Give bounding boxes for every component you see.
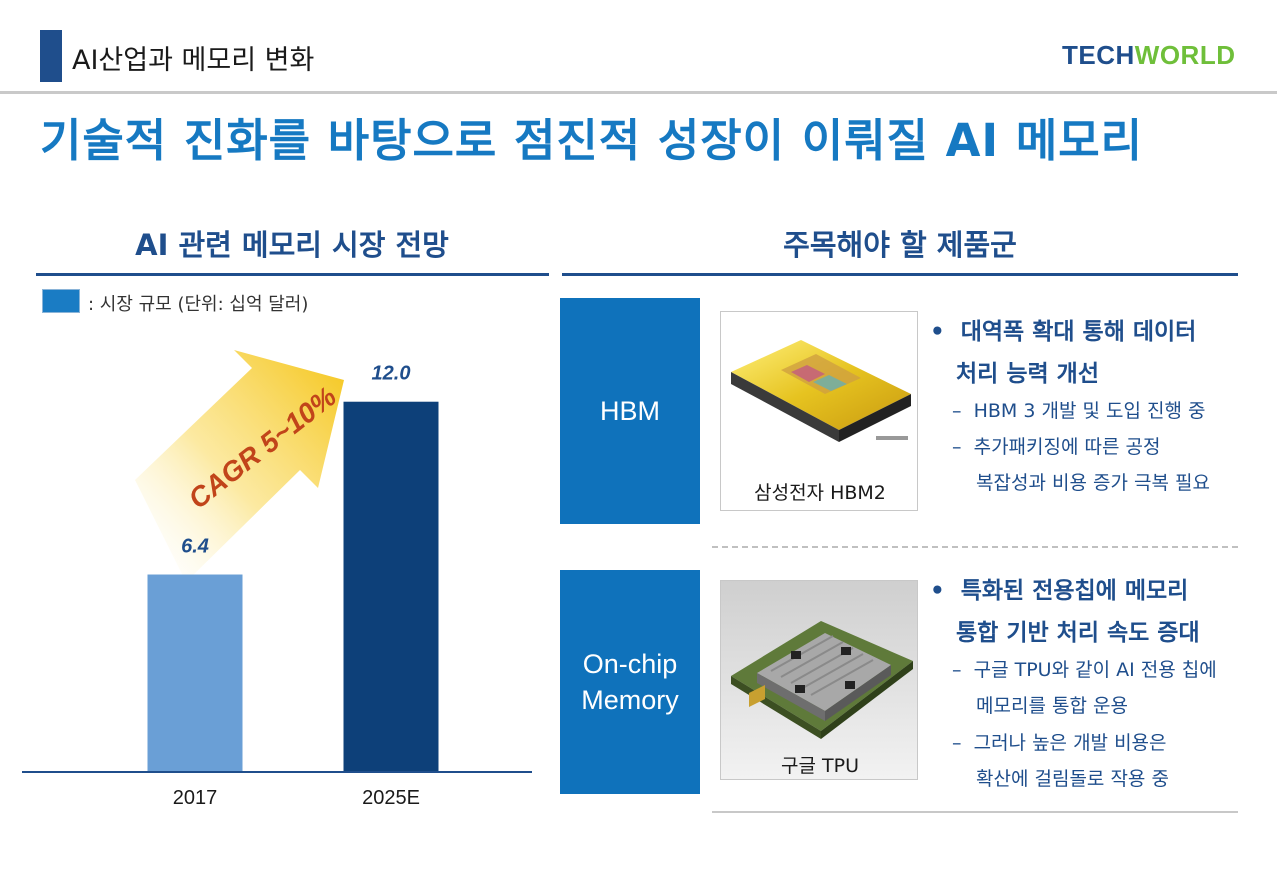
- bar-2025E: [343, 401, 439, 772]
- products-rule: [562, 273, 1238, 276]
- category-onchip-line-2: Memory: [581, 685, 679, 715]
- category-hbm: HBM: [560, 298, 700, 524]
- bottom-divider: [712, 811, 1238, 813]
- hbm-bullet: • 대역폭 확대 통해 데이터 처리 능력 개선: [930, 311, 1196, 395]
- page-title: 기술적 진화를 바탕으로 점진적 성장이 이뤄질 AI 메모리: [40, 114, 1144, 167]
- products-title: 주목해야 할 제품군: [783, 228, 1017, 262]
- section-separator: [712, 546, 1238, 548]
- category-hbm-label: HBM: [600, 396, 660, 426]
- techworld-logo[interactable]: TECHWORLD: [1062, 40, 1235, 71]
- onchip-sub-item-1: – 구글 TPU와 같이 AI 전용 칩에 메모리를 통합 운용: [952, 659, 1217, 717]
- logo-tech-text: TECH: [1062, 40, 1135, 70]
- category-onchip-line-1: On-chip: [582, 649, 678, 679]
- tpu-caption: 구글 TPU: [781, 755, 859, 777]
- hbm-sub-item-2: – 추가패키징에 따른 공정 복잡성과 비용 증가 극복 필요: [952, 436, 1210, 494]
- category-onchip-memory: On-chip Memory: [560, 570, 700, 794]
- hbm2-image: 삼성전자 HBM2: [720, 311, 918, 511]
- legend-swatch: [42, 289, 80, 313]
- hbm-sub-item-1: – HBM 3 개발 및 도입 진행 중: [952, 400, 1206, 422]
- legend-label: : 시장 규모 (단위: 십억 달러): [88, 294, 309, 315]
- header-divider: [0, 91, 1277, 94]
- onchip-bullet: • 특화된 전용칩에 메모리 통합 기반 처리 속도 증대: [930, 570, 1200, 654]
- onchip-sub-item-2: – 그러나 높은 개발 비용은 확산에 걸림돌로 작용 중: [952, 732, 1169, 790]
- hbm-bullet-line-1: • 대역폭 확대 통해 데이터: [930, 319, 1197, 345]
- onchip-bullet-line-1: • 특화된 전용칩에 메모리: [930, 578, 1189, 604]
- tpu-board-illustration: [731, 621, 913, 739]
- hbm2-caption: 삼성전자 HBM2: [754, 482, 886, 504]
- x-tick-label-2017: 2017: [173, 787, 218, 809]
- x-tick-label-2025E: 2025E: [362, 787, 420, 809]
- market-outlook-title: AI 관련 메모리 시장 전망: [135, 228, 449, 262]
- hbm-bullet-line-2: 처리 능력 개선: [956, 361, 1099, 387]
- logo-world-text: WORLD: [1134, 40, 1236, 70]
- header-accent-bar: [40, 30, 62, 82]
- cagr-arrow: [135, 350, 344, 582]
- section-label: AI산업과 메모리 변화: [72, 45, 315, 76]
- market-outlook-rule: [36, 273, 549, 276]
- bar-value-label-2017: 6.4: [181, 536, 209, 558]
- bar-value-label-2025E: 12.0: [372, 363, 411, 385]
- onchip-bullet-line-2: 통합 기반 처리 속도 증대: [956, 620, 1200, 646]
- tpu-image: 구글 TPU: [720, 580, 918, 780]
- bar-2017: [147, 574, 243, 772]
- hbm-chip-illustration: [731, 340, 911, 442]
